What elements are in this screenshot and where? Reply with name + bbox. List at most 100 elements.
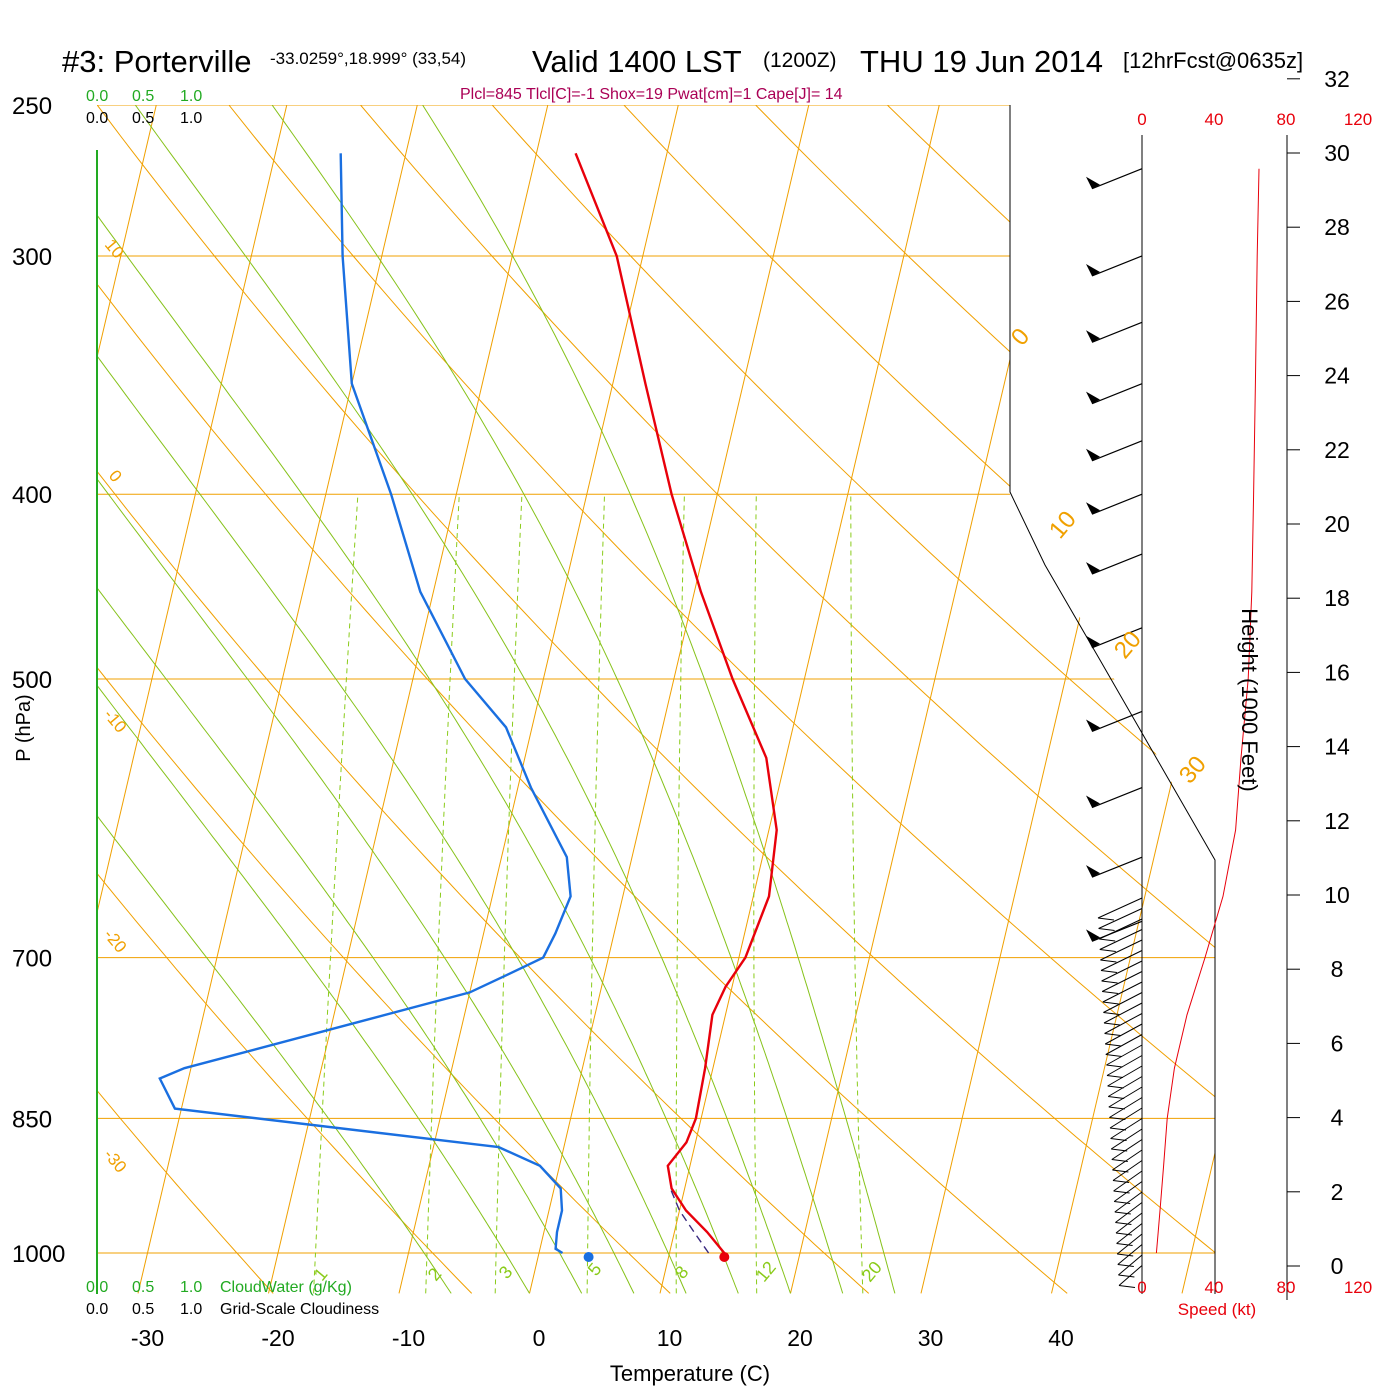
mixing-ratio-label: 8 [671,1262,693,1283]
wind-barb-staff [1091,321,1143,343]
wind-barb-low-feather [1099,949,1116,952]
height-tick-label: 32 [1324,66,1350,92]
cloudiness-tick-top-1: 0.5 [132,110,154,127]
isotherm-label: 10 [1044,506,1082,544]
wind-barb-staff [1091,553,1143,575]
surface-dewpoint-dot [583,1252,594,1262]
wind-barb-staff [1091,168,1143,190]
wind-barb-low [1100,950,1143,971]
moist-adiabat [97,105,452,1294]
wind-barb [1086,786,1143,809]
height-tick-label: 6 [1331,1030,1344,1056]
x-axis-title: Temperature (C) [610,1361,770,1386]
wind-barb-staff [1091,856,1143,878]
isotherm-line [1313,105,1400,1293]
wind-barb-low-feather [1102,1001,1119,1005]
temperature-tick-label: -10 [392,1325,425,1351]
wind-barb-staff [1091,255,1143,277]
height-tick-label: 26 [1324,288,1350,314]
wind-barb-low [1112,1149,1143,1171]
wind-barb-low [1104,1013,1143,1034]
dry-adiabat [722,105,1215,1294]
wind-barb-low-feather [1100,970,1118,973]
height-tick-label: 24 [1324,363,1350,389]
dry-adiabat [97,105,1068,1294]
wind-barb-low [1113,1181,1143,1202]
wind-barb-low [1111,1139,1143,1160]
wind-barb-low [1102,981,1143,1003]
wind-barb-low-feather [1108,1106,1125,1110]
wind-barb-low [1101,960,1143,982]
dry-adiabat [462,105,1215,1294]
wind-barb-staff [1091,786,1143,809]
wind-barb-low [1103,992,1143,1013]
cloudwater-label: CloudWater (g/Kg) [220,1279,352,1296]
wind-barb [1086,255,1143,277]
speed-tick-top: 40 [1205,110,1224,129]
wind-barb-low-feather [1109,1127,1127,1131]
speed-axis-title: Speed (kt) [1178,1300,1256,1319]
wind-barb-low-feather [1100,959,1117,963]
mixing-ratio-label: 2 [424,1264,446,1285]
cloudiness-tick-bottom-1: 0.5 [132,1301,154,1318]
cloud-scale-bottom: 0.0 0.5 1.0 CloudWater (g/Kg) 0.0 0.5 1.… [86,1279,379,1318]
wind-barb [1086,627,1143,649]
cloudwater-tick-top-2: 1.0 [180,88,202,105]
wind-barb-low [1106,1055,1143,1076]
height-tick-label: 4 [1331,1105,1344,1131]
wind-barb-low [1116,1223,1143,1244]
speed-tick-bottom: 40 [1205,1278,1224,1297]
pressure-tick-label: 500 [12,667,52,694]
wind-barb-low [1103,1002,1143,1024]
wind-barb-low-feather [1108,1096,1125,1099]
height-axis-title: Height (1000 Feet) [1237,608,1262,791]
wind-barb-staff [1091,710,1143,733]
wind-barb-low-feather [1105,1054,1122,1057]
isotherm-line [1051,105,1215,1294]
zulu-time: (1200Z) [763,49,837,72]
speed-tick-top: 80 [1277,110,1296,129]
cloudwater-tick-top-0: 0.0 [86,88,108,105]
wind-barb-staff [1091,493,1143,515]
wind-barb-flag [1086,865,1100,878]
height-tick-label: 12 [1324,808,1350,834]
wind-barb [1086,493,1143,515]
wind-barb [1086,553,1143,575]
wind-barb-low-feather [1117,1264,1134,1267]
wind-barb-low [1117,1244,1143,1265]
temperature-tick-label: 30 [918,1325,944,1351]
height-tick-label: 28 [1324,214,1350,240]
station-title: #3: Porterville [62,44,252,79]
plot-boundary [1009,105,1216,1294]
grid-clipped [97,105,1400,1294]
wind-barb-low [1112,1160,1143,1181]
mixing-ratio-label: 5 [584,1259,606,1280]
speed-tick-top: 0 [1137,110,1146,129]
isotherm-line [398,105,679,1294]
wind-barb-low [1104,1023,1143,1045]
wind-barb-low [1100,939,1143,961]
height-tick-label: 8 [1331,956,1344,982]
moist-adiabat [271,105,844,1294]
pressure-tick-label: 850 [12,1106,52,1133]
moist-adiabat [97,105,530,1294]
wind-barb-low [1110,1118,1143,1139]
cloudwater-tick-bottom-1: 0.5 [132,1279,154,1296]
wind-barb-staff [1091,627,1143,649]
wind-barb-low-feather [1115,1222,1132,1225]
cloudiness-label: Grid-Scale Cloudiness [220,1301,379,1318]
wind-barb-low [1110,1128,1143,1150]
height-tick-label: 20 [1324,511,1350,537]
wind-barb-low-feather [1099,938,1116,942]
mixing-ratio-line [425,494,460,1294]
wind-barb-low-feather [1106,1064,1123,1068]
speed-tick-bottom: 0 [1137,1278,1146,1297]
dry-adiabat [97,105,870,1294]
temperature-tick-label: 40 [1048,1325,1074,1351]
wind-barb-low [1115,1212,1143,1234]
wind-barb-low-feather [1101,980,1118,984]
cloud-scale-top: 0.0 0.5 1.0 0.0 0.5 1.0 [86,88,202,127]
dewpoint-line [158,153,572,1255]
height-tick-label: 14 [1324,734,1350,760]
cloudwater-tick-top-1: 0.5 [132,88,154,105]
